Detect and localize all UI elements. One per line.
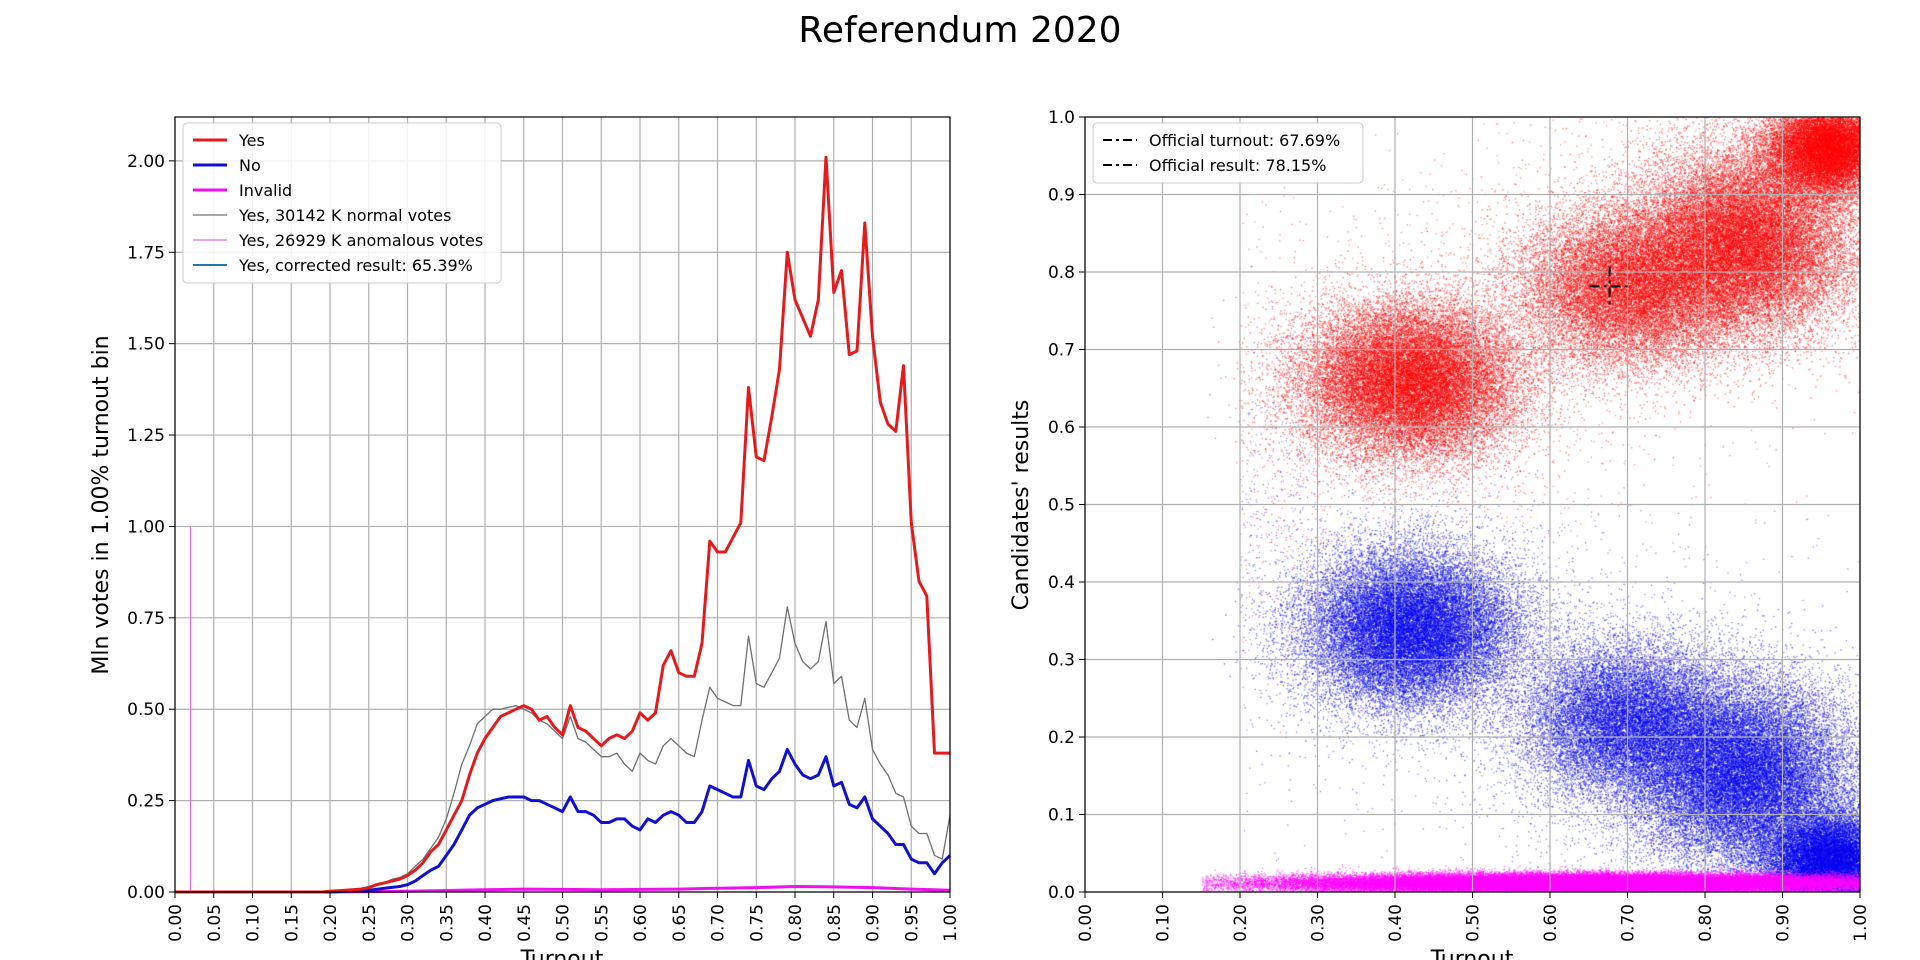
left-y-tick-label: 1.25 — [127, 426, 165, 446]
left-x-tick-label: 0.15 — [282, 904, 302, 942]
left-x-tick-label: 0.35 — [437, 904, 457, 942]
right-y-tick-label: 0.8 — [1048, 263, 1075, 283]
left-legend-box — [182, 122, 502, 284]
left-x-tick-label: 0.45 — [515, 904, 535, 942]
left-series-line-1 — [175, 747, 952, 894]
left-legend-label: Yes, corrected result: 65.39% — [238, 256, 473, 275]
left-x-tick-label: 0.85 — [825, 904, 845, 942]
right-y-tick-label: 0.7 — [1048, 341, 1075, 361]
right-y-tick-label: 0.3 — [1048, 651, 1075, 671]
left-x-tick-label: 0.00 — [166, 904, 186, 942]
right-x-tick-label: 0.80 — [1696, 904, 1716, 942]
right-x-tick-label: 0.50 — [1464, 904, 1484, 942]
left-legend-label: No — [239, 156, 261, 175]
right-legend-label: Official turnout: 67.69% — [1149, 131, 1340, 150]
left-legend-label: Invalid — [239, 181, 292, 200]
right-legend: Official turnout: 67.69% Official result:… — [1092, 122, 1364, 184]
left-x-tick-label: 0.75 — [747, 904, 767, 942]
right-x-ticks: 0.00 0.10 0.20 0.30 0.40 0.50 0.60 0.70 0.80 0.90… — [1076, 892, 1871, 942]
left-x-tick-label: 0.25 — [360, 904, 380, 942]
right-x-tick-label: 0.70 — [1619, 904, 1639, 942]
right-y-tick-label: 1.0 — [1048, 108, 1075, 128]
right-x-tick-label: 0.40 — [1386, 904, 1406, 942]
left-x-axis-label: Turnout — [520, 947, 604, 960]
left-series-line-2 — [175, 885, 951, 894]
right-x-axis-label: Turnout — [1430, 947, 1514, 960]
left-x-tick-label: 0.65 — [670, 904, 690, 942]
left-x-tick-label: 0.20 — [321, 904, 341, 942]
right-y-ticks: 0.0 0.1 0.2 0.3 0.4 0.5 0.6 0.7 0.8 0.9 1.0 — [1048, 108, 1085, 903]
left-y-tick-label: 1.50 — [127, 335, 165, 355]
left-series-lines — [175, 155, 952, 894]
left-y-tick-label: 0.25 — [127, 792, 165, 812]
left-x-tick-label: 1.00 — [941, 904, 961, 942]
right-legend-label: Official result: 78.15% — [1149, 156, 1326, 175]
left-x-tick-label: 0.05 — [205, 904, 225, 942]
left-y-tick-label: 0.00 — [127, 883, 165, 903]
right-y-axis-label: Candidates' results — [1009, 400, 1034, 611]
right-y-tick-label: 0.2 — [1048, 728, 1075, 748]
right-x-tick-label: 0.90 — [1774, 904, 1794, 942]
left-legend-label: Yes — [238, 131, 265, 150]
left-x-tick-label: 0.60 — [631, 904, 651, 942]
right-x-tick-label: 0.30 — [1309, 904, 1329, 942]
left-x-tick-label: 0.50 — [554, 904, 574, 942]
left-series-line-3 — [175, 606, 951, 893]
figure-title: Referendum 2020 — [798, 10, 1122, 51]
right-x-tick-label: 1.00 — [1851, 904, 1871, 942]
right-x-tick-label: 0.60 — [1541, 904, 1561, 942]
left-y-axis-label: Mln votes in 1.00% turnout bin — [89, 335, 114, 674]
left-x-tick-label: 0.70 — [709, 904, 729, 942]
right-y-tick-label: 0.0 — [1048, 883, 1075, 903]
left-x-ticks: 0.00 0.05 0.10 0.15 0.20 0.25 0.30 0.35 0.40 0.45… — [166, 892, 961, 942]
right-x-tick-label: 0.00 — [1076, 904, 1096, 942]
left-x-tick-label: 0.95 — [902, 904, 922, 942]
left-x-tick-label: 0.90 — [864, 904, 884, 942]
left-series-line-0 — [175, 155, 950, 894]
left-y-tick-label: 0.75 — [127, 609, 165, 629]
left-legend: Yes No Invalid Yes, 30142 K normal votes Yes… — [182, 122, 502, 284]
left-legend-label: Yes, 26929 K anomalous votes — [238, 231, 483, 250]
left-y-tick-label: 0.50 — [127, 700, 165, 720]
left-x-tick-label: 0.30 — [399, 904, 419, 942]
left-x-tick-label: 0.10 — [244, 904, 264, 942]
left-y-ticks: 0.00 0.25 0.50 0.75 1.00 1.25 1.50 1.75 2.00 — [127, 152, 175, 903]
left-x-tick-label: 0.40 — [476, 904, 496, 942]
left-x-tick-label: 0.55 — [592, 904, 612, 942]
left-y-tick-label: 1.00 — [127, 517, 165, 537]
right-legend-box — [1092, 122, 1364, 184]
left-y-tick-label: 2.00 — [127, 152, 165, 172]
right-y-tick-label: 0.6 — [1048, 418, 1075, 438]
right-y-tick-label: 0.1 — [1048, 806, 1075, 826]
left-legend-label: Yes, 30142 K normal votes — [238, 206, 451, 225]
left-x-tick-label: 0.80 — [786, 904, 806, 942]
right-official-result-marker — [1589, 266, 1630, 307]
left-y-tick-label: 1.75 — [127, 243, 165, 263]
right-y-tick-label: 0.9 — [1048, 186, 1075, 206]
right-grid — [1084, 116, 1861, 893]
right-y-tick-label: 0.5 — [1048, 496, 1075, 516]
right-y-tick-label: 0.4 — [1048, 573, 1075, 593]
right-x-tick-label: 0.20 — [1231, 904, 1251, 942]
right-x-tick-label: 0.10 — [1154, 904, 1174, 942]
